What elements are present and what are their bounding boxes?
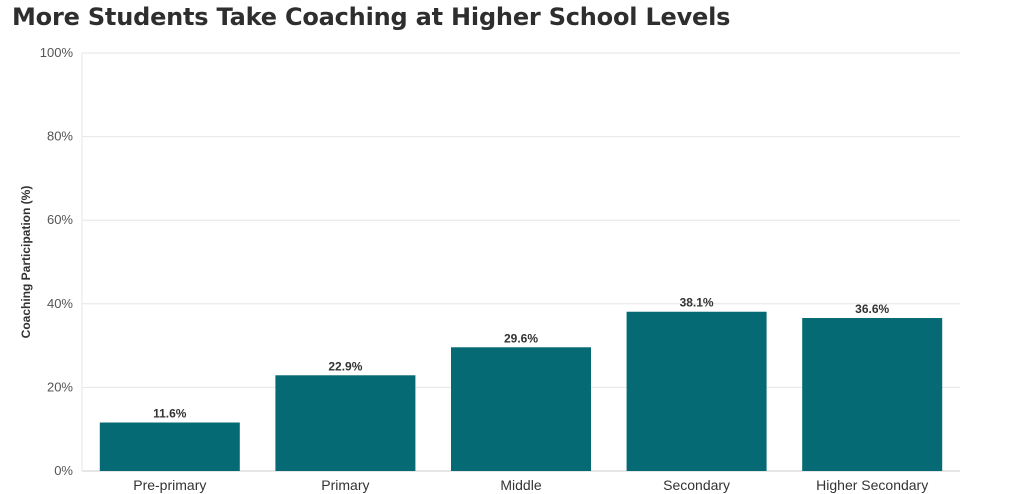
x-category-label: Secondary — [663, 477, 730, 493]
x-category-label: Higher Secondary — [816, 477, 928, 493]
y-tick-label: 80% — [47, 129, 73, 144]
data-label: 22.9% — [328, 359, 362, 373]
data-label: 29.6% — [504, 331, 538, 345]
y-axis-label: Coaching Participation (%) — [19, 186, 33, 339]
data-label: 11.6% — [153, 407, 187, 421]
data-labels: 11.6% 22.9% 29.6% 38.1% 36.6% — [153, 296, 889, 421]
y-tick-label: 60% — [47, 212, 73, 227]
data-label: 38.1% — [680, 296, 714, 310]
y-tick-label: 40% — [47, 296, 73, 311]
bar — [802, 318, 943, 471]
x-category-label: Primary — [321, 477, 369, 493]
y-tick-label: 100% — [40, 45, 74, 60]
bar — [99, 422, 240, 471]
y-axis-ticks: 0% 20% 40% 60% 80% 100% — [40, 45, 74, 478]
bars — [99, 311, 943, 471]
x-category-label: Pre-primary — [133, 477, 206, 493]
bar — [451, 347, 591, 471]
x-category-label: Middle — [500, 477, 541, 493]
chart-title: More Students Take Coaching at Higher Sc… — [12, 3, 731, 31]
bar — [275, 375, 416, 471]
y-tick-label: 0% — [54, 463, 73, 478]
x-axis-categories: Pre-primary Primary Middle Secondary Higher … — [133, 477, 928, 493]
bar — [626, 311, 767, 471]
data-label: 36.6% — [855, 302, 889, 316]
y-tick-label: 20% — [47, 379, 73, 394]
